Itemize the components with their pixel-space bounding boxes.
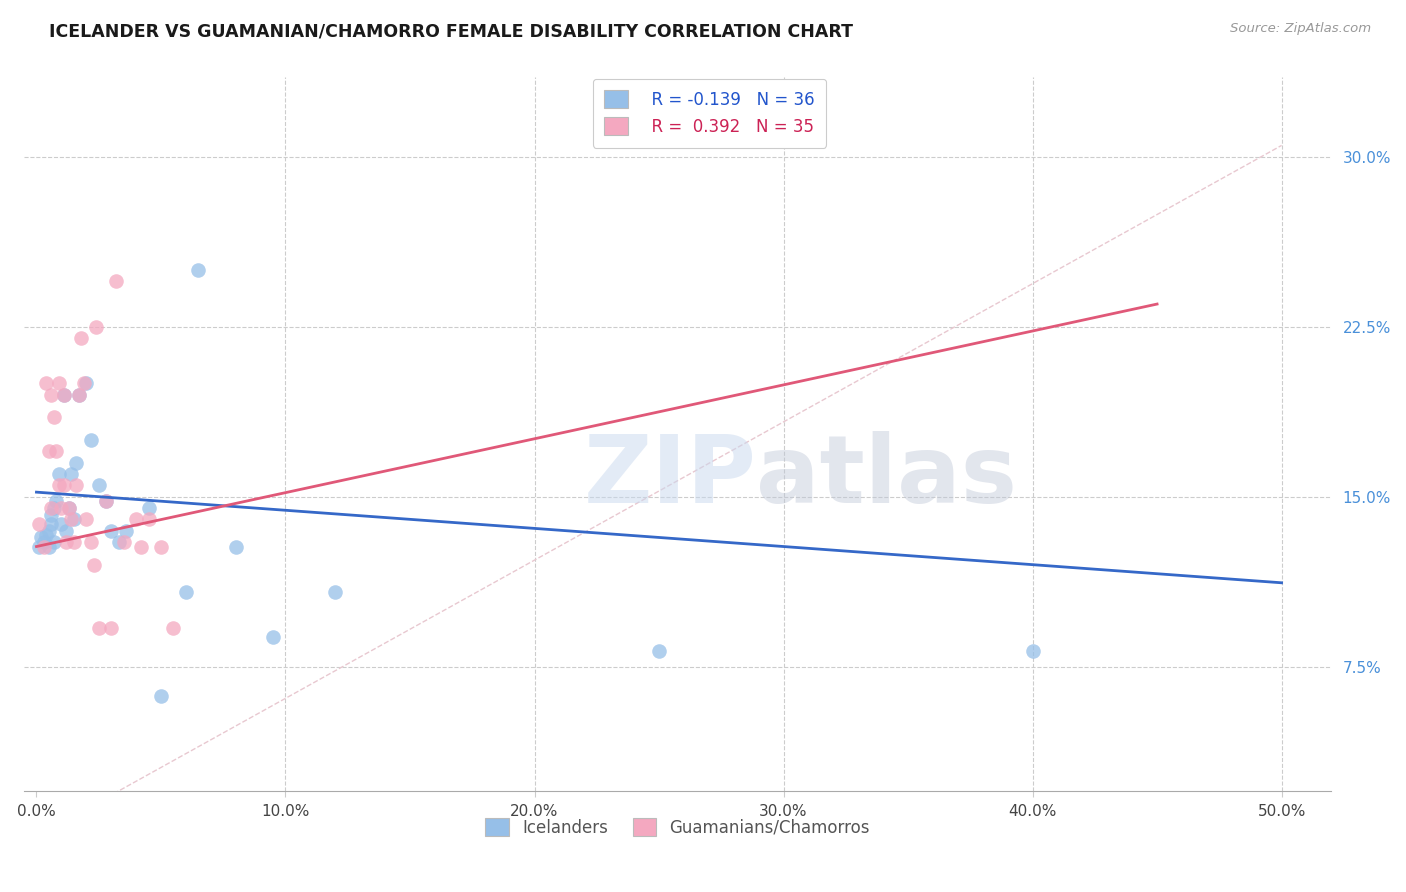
Legend: Icelanders, Guamanians/Chamorros: Icelanders, Guamanians/Chamorros [478, 812, 877, 844]
Point [100, 621, 122, 635]
Point [35, 528, 58, 542]
Point [38, 524, 60, 538]
Point [107, 535, 129, 549]
Point [48, 376, 70, 391]
Point [35, 376, 58, 391]
Point [32, 535, 55, 549]
Point [162, 621, 184, 635]
Point [58, 501, 80, 516]
Point [32, 540, 55, 554]
Point [60, 467, 83, 481]
Point [45, 494, 67, 508]
Point [112, 535, 135, 549]
Point [149, 540, 172, 554]
Point [87, 621, 110, 635]
Point [225, 540, 247, 554]
Point [41, 501, 63, 516]
Point [323, 585, 346, 599]
Point [60, 512, 83, 526]
Point [48, 467, 70, 481]
Point [96, 494, 118, 508]
Text: atlas: atlas [756, 431, 1017, 524]
Point [648, 644, 671, 658]
Point [75, 512, 97, 526]
Text: ICELANDER VS GUAMANIAN/CHAMORRO FEMALE DISABILITY CORRELATION CHART: ICELANDER VS GUAMANIAN/CHAMORRO FEMALE D… [49, 22, 853, 40]
Point [80, 535, 103, 549]
Point [67, 387, 90, 401]
Point [42, 535, 65, 549]
Point [125, 512, 148, 526]
Point [28, 516, 51, 531]
Point [65, 478, 87, 492]
Point [62, 535, 84, 549]
Point [96, 494, 118, 508]
Point [67, 387, 90, 401]
Point [42, 410, 65, 425]
Point [52, 387, 75, 401]
Point [58, 501, 80, 516]
Point [70, 331, 93, 345]
Point [100, 524, 122, 538]
Point [1021, 644, 1043, 658]
Point [51, 516, 73, 531]
Point [84, 319, 107, 334]
Point [262, 630, 284, 644]
Point [138, 501, 160, 516]
Point [115, 524, 138, 538]
Point [38, 540, 60, 554]
Point [83, 558, 105, 572]
Point [28, 540, 51, 554]
Point [138, 512, 160, 526]
Text: ZIP: ZIP [583, 431, 756, 524]
Point [52, 387, 75, 401]
Point [87, 478, 110, 492]
Point [41, 508, 63, 522]
Point [41, 516, 63, 531]
Point [51, 501, 73, 516]
Point [30, 531, 52, 545]
Point [65, 456, 87, 470]
Point [55, 535, 77, 549]
Point [55, 524, 77, 538]
Point [80, 433, 103, 447]
Text: Source: ZipAtlas.com: Source: ZipAtlas.com [1230, 22, 1371, 36]
Point [52, 478, 75, 492]
Point [174, 585, 197, 599]
Point [129, 540, 152, 554]
Point [187, 263, 209, 277]
Point [38, 444, 60, 458]
Point [45, 444, 67, 458]
Point [73, 376, 96, 391]
Point [62, 512, 84, 526]
Point [48, 478, 70, 492]
Point [41, 387, 63, 401]
Point [42, 501, 65, 516]
Point [75, 376, 97, 391]
Point [149, 689, 172, 703]
Point [105, 274, 128, 288]
